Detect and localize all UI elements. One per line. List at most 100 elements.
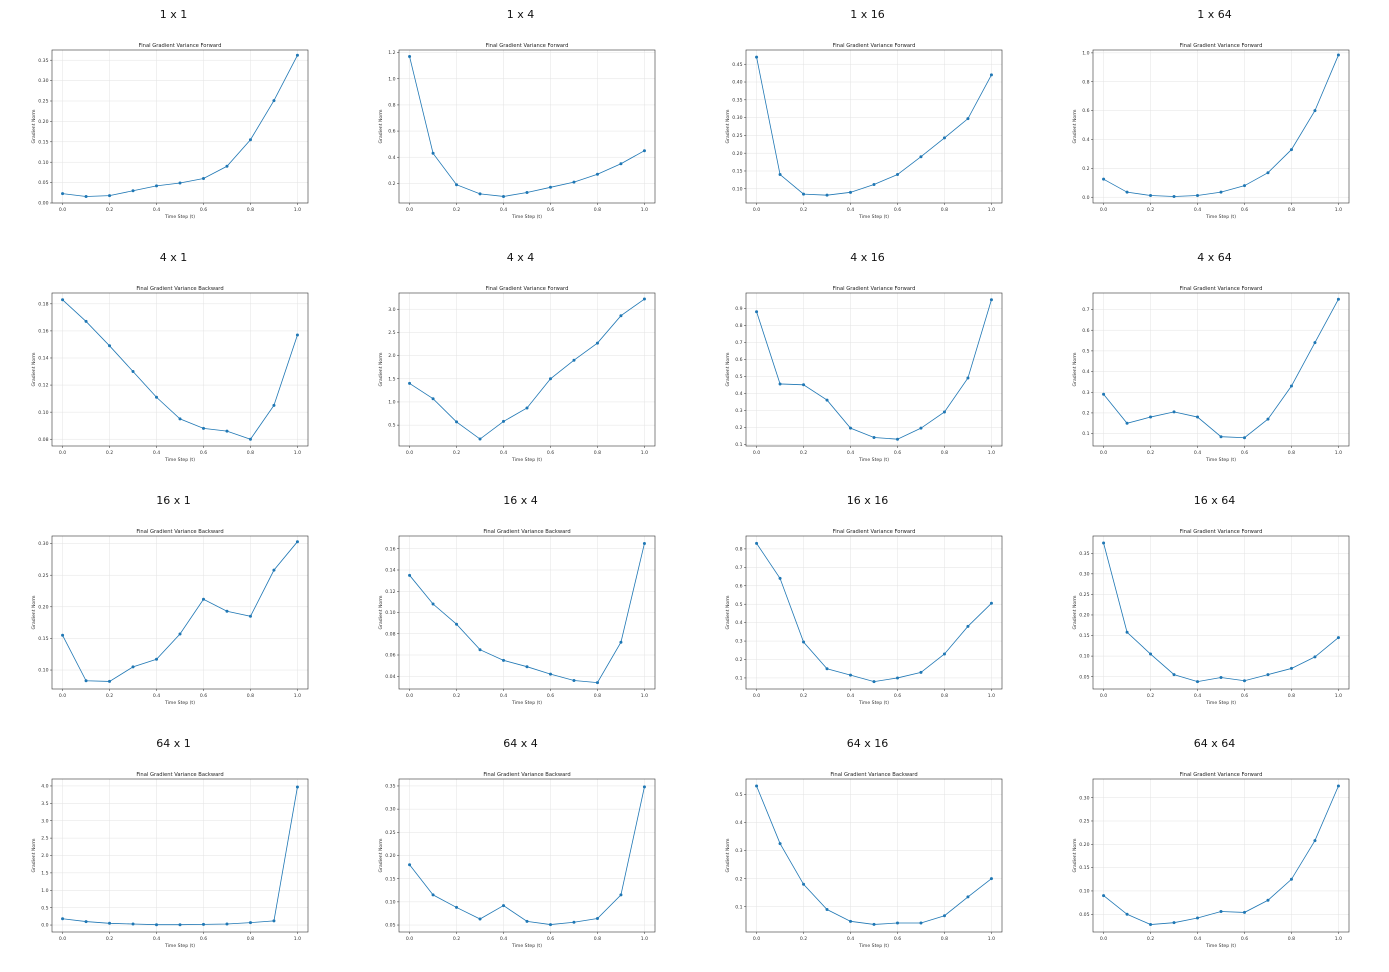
chart-title: Final Gradient Variance Forward [139,43,222,49]
x-tick-label: 0.2 [453,936,460,942]
data-point [1102,541,1106,545]
data-point [1242,436,1246,440]
plot-frame [51,535,309,690]
y-tick-label: 0.18 [38,301,48,307]
data-point [525,191,529,195]
y-axis-label: Gradient Norm [378,595,384,630]
y-tick-label: 0.35 [732,97,742,103]
data-point [1266,898,1270,902]
x-tick-label: 0.6 [1241,693,1248,699]
data-point [248,437,252,441]
data-point [778,842,782,846]
data-point [61,633,65,637]
data-point [595,917,599,921]
data-point [1336,53,1340,57]
y-tick-label: 0.5 [1082,348,1089,354]
data-point [84,194,88,198]
data-point [155,184,159,188]
data-point [966,624,970,628]
x-tick-label: 0.0 [753,936,760,942]
line-chart: 0.0 0.2 0.4 0.6 0.8 1.0 0.05 0.10 0.15 0.20 0.25 0.… [378,772,656,949]
panel-heading: 1 x 4 [506,8,535,21]
chart-panel: 64 x 4 0.0 0.2 0.4 0.6 0.8 1.0 0.05 0.10 0.15 0.20… [347,729,694,972]
x-tick-label: 0.4 [1194,936,1201,942]
y-tick-label: 0.2 [735,876,742,882]
y-tick-label: 0.6 [735,357,742,363]
data-point [966,895,970,899]
y-tick-label: 3.0 [41,818,48,824]
data-point [108,344,112,348]
data-point [272,919,276,923]
y-tick-label: 0.2 [1082,166,1089,172]
y-tick-label: 0.30 [1079,795,1089,801]
data-point [1125,630,1129,634]
data-point [872,680,876,684]
x-tick-label: 0.0 [59,936,66,942]
y-axis-label: Gradient Norm [31,838,37,873]
series-line [756,785,992,925]
data-point [778,173,782,177]
data-point [1266,171,1270,175]
line-chart: 0.0 0.2 0.4 0.6 0.8 1.0 0.1 0.2 0.3 0.4 0.5 0.6 0.7 F… [1072,286,1350,463]
data-point [478,917,482,921]
data-point [131,370,135,374]
panel-heading: 64 x 1 [156,737,191,750]
y-tick-label: 0.2 [735,657,742,663]
data-point [408,381,412,385]
data-point [872,436,876,439]
data-point [478,192,482,196]
y-tick-label: 0.15 [1079,865,1089,871]
chart-panel: 64 x 16 0.0 0.2 0.4 0.6 0.8 1.0 0.1 0.2 0.3 0.4 0.5… [694,729,1041,972]
y-tick-label: 0.4 [388,155,395,161]
data-point [572,180,576,184]
data-point [642,149,646,153]
data-point [502,904,506,908]
data-point [108,679,112,683]
y-tick-label: 0.08 [38,437,48,443]
y-tick-label: 0.45 [732,62,742,68]
data-point [1242,184,1246,188]
series-line [756,299,992,440]
data-point [572,920,576,924]
x-tick-label: 0.0 [406,936,413,942]
x-axis-label: Time Step (t) [1205,700,1236,706]
x-axis-label: Time Step (t) [858,214,889,220]
chart-title: Final Gradient Variance Backward [136,286,223,292]
x-tick-label: 0.6 [547,450,554,456]
x-tick-label: 0.4 [847,450,854,456]
chart-panel: 1 x 4 0.0 0.2 0.4 0.6 0.8 1.0 0.2 0.4 0.6 0.8 1.0 1.… [347,0,694,243]
x-tick-label: 1.0 [988,693,995,699]
chart-title: Final Gradient Variance Forward [1180,286,1263,292]
chart-panel: 64 x 64 0.0 0.2 0.4 0.6 0.8 1.0 0.05 0.10 0.15 0.2… [1041,729,1388,972]
data-point [1313,839,1317,843]
chart-title: Final Gradient Variance Forward [833,43,916,49]
y-tick-label: 0.10 [38,668,48,674]
y-tick-label: 0.04 [385,674,395,680]
y-tick-label: 0.06 [385,653,395,659]
y-tick-label: 0.7 [735,565,742,571]
chart-panel: 64 x 1 0.0 0.2 0.4 0.6 0.8 1.0 0.0 0.5 1.0 1.5 2.0 2… [0,729,347,972]
y-tick-label: 0.40 [732,80,742,86]
data-point [942,652,946,656]
x-tick-label: 0.8 [941,936,948,942]
x-tick-label: 0.0 [1100,450,1107,456]
y-axis-label: Gradient Norm [31,352,37,387]
x-tick-label: 0.4 [847,207,854,213]
data-point [201,922,205,926]
data-point [155,395,159,399]
chart-panel: 4 x 4 0.0 0.2 0.4 0.6 0.8 1.0 0.5 1.0 1.5 2.0 2.5 3.… [347,243,694,486]
y-tick-label: 0.25 [38,573,48,579]
data-point [942,914,946,918]
y-tick-label: 0.5 [735,374,742,380]
panel-heading: 1 x 64 [1197,8,1232,21]
plot-frame [1092,778,1350,933]
x-axis-label: Time Step (t) [858,457,889,463]
data-point [802,383,806,387]
x-tick-label: 0.8 [247,936,254,942]
data-point [525,406,529,410]
y-tick-label: 0.35 [38,58,48,64]
data-point [548,672,552,676]
x-tick-label: 0.2 [106,936,113,942]
data-point [548,923,552,927]
data-point [84,319,88,323]
